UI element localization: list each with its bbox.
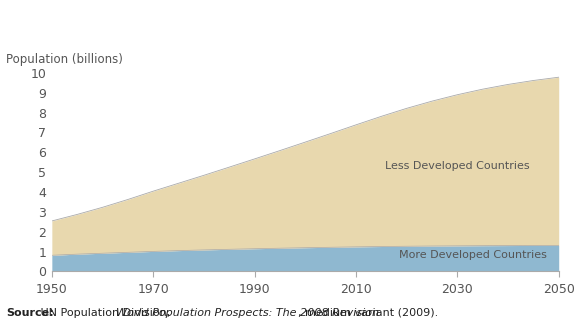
Text: Population (billions): Population (billions) bbox=[6, 53, 123, 66]
Text: Source:: Source: bbox=[6, 308, 54, 318]
Text: More Developed Countries: More Developed Countries bbox=[399, 250, 547, 260]
Text: Less Developed Countries: Less Developed Countries bbox=[385, 161, 530, 171]
Text: , medium variant (2009).: , medium variant (2009). bbox=[298, 308, 438, 318]
Text: World Population Prospects: The 2008 Revision: World Population Prospects: The 2008 Rev… bbox=[116, 308, 379, 318]
Text: UN Population Division,: UN Population Division, bbox=[37, 308, 174, 318]
